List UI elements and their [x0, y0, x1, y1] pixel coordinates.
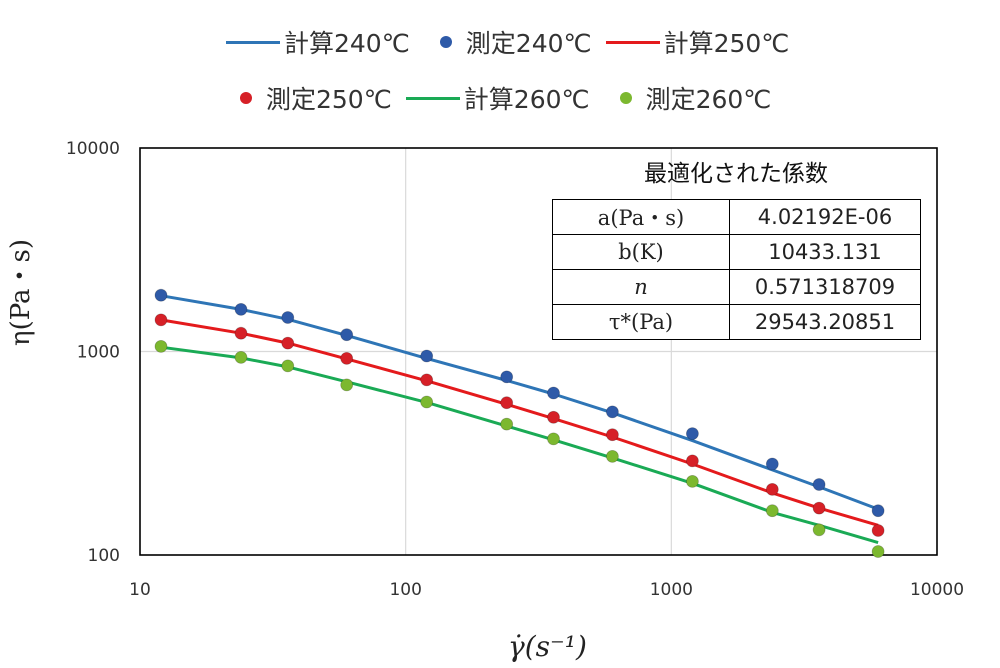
data-point [547, 432, 560, 446]
x-tick-label: 100 [389, 580, 421, 600]
y-tick-label: 10000 [66, 139, 120, 159]
legend-dot-swatch [619, 92, 632, 104]
legend-item-calc-250: 計算250℃ [605, 24, 790, 60]
legend-item-meas-260: 測定260℃ [604, 80, 772, 116]
data-point [234, 350, 248, 364]
data-point [234, 302, 248, 316]
legend-label: 測定240℃ [465, 29, 592, 58]
legend-dot-swatch [439, 36, 452, 48]
data-point [686, 454, 699, 468]
legend-line-swatch [405, 96, 460, 100]
x-axis-label: γ̇(s⁻¹) [508, 630, 587, 663]
data-point [154, 339, 168, 353]
x-tick-label: 10000 [910, 580, 964, 600]
axis-tick-labels: 10 100 1000 10000 100 1000 10000 [66, 139, 964, 600]
legend-dot-swatch [240, 92, 252, 104]
data-point [765, 504, 779, 518]
data-point [871, 545, 885, 558]
data-point [871, 524, 885, 537]
data-point [606, 428, 619, 442]
data-point [812, 478, 826, 491]
data-point [765, 482, 779, 496]
series-line [160, 318, 879, 527]
table-row: a(Pa・s) 4.02192E-06 [552, 199, 921, 235]
data-point [606, 449, 619, 463]
data-point [547, 386, 560, 400]
table-row: b(K) 10433.131 [552, 234, 921, 270]
data-point [340, 378, 354, 392]
data-point [871, 504, 885, 518]
data-point [686, 474, 699, 488]
y-axis-label: η(Pa・s) [6, 238, 36, 346]
legend-item-calc-240: 計算240℃ [226, 24, 410, 60]
x-tick-label: 1000 [650, 580, 693, 600]
data-point [420, 373, 434, 387]
data-point [420, 395, 434, 409]
data-point [500, 370, 514, 384]
table-row: τ*(Pa) 29543.20851 [552, 304, 921, 340]
coefficient-table-title: 最適化された係数 [644, 161, 828, 187]
data-point [686, 427, 699, 441]
legend-row-2: 測定250℃ 計算260℃ 測定260℃ [228, 80, 785, 116]
coefficient-key: n [552, 269, 730, 305]
legend-label: 計算240℃ [284, 29, 410, 58]
x-tick-label: 10 [129, 580, 151, 600]
coefficient-value: 29543.20851 [729, 304, 921, 340]
data-point [340, 351, 354, 365]
legend-item-meas-240: 測定240℃ [424, 24, 592, 60]
legend-label: 測定250℃ [266, 85, 392, 114]
data-point [154, 288, 168, 302]
coefficient-table: a(Pa・s) 4.02192E-06 b(K) 10433.131 n 0.5… [552, 199, 921, 340]
legend-row-1: 計算240℃ 測定240℃ 計算250℃ [226, 24, 803, 60]
data-point [281, 359, 295, 373]
legend-label: 計算250℃ [663, 29, 790, 58]
plot-area-frame [139, 147, 938, 556]
series-line [160, 294, 879, 511]
data-point [812, 523, 826, 537]
y-tick-label: 100 [88, 546, 120, 566]
data-point [340, 328, 354, 342]
coefficient-value: 4.02192E-06 [729, 199, 921, 235]
data-point [812, 501, 826, 515]
data-point [281, 336, 295, 350]
series-group [154, 288, 885, 558]
legend-label: 計算260℃ [463, 85, 590, 114]
coefficient-value: 0.571318709 [729, 269, 921, 305]
table-row: n 0.571318709 [552, 269, 921, 305]
coefficient-value: 10433.131 [729, 234, 921, 270]
coefficient-key: b(K) [552, 234, 730, 270]
legend-line-swatch [226, 40, 280, 44]
data-point [420, 349, 434, 363]
data-point [154, 313, 168, 327]
legend-item-calc-260: 計算260℃ [405, 80, 590, 116]
legend-line-swatch [605, 40, 660, 44]
coefficient-key: a(Pa・s) [552, 199, 730, 235]
data-point [500, 396, 514, 410]
legend-label: 測定260℃ [645, 85, 772, 114]
series-line [160, 345, 879, 545]
data-point [500, 417, 514, 431]
data-point [547, 410, 560, 424]
data-point [234, 326, 248, 340]
data-point [606, 405, 619, 419]
legend-item-meas-250: 測定250℃ [228, 80, 392, 116]
y-tick-label: 1000 [77, 343, 120, 363]
data-point [281, 311, 295, 324]
data-point [765, 457, 779, 471]
coefficient-key: τ*(Pa) [552, 304, 730, 340]
